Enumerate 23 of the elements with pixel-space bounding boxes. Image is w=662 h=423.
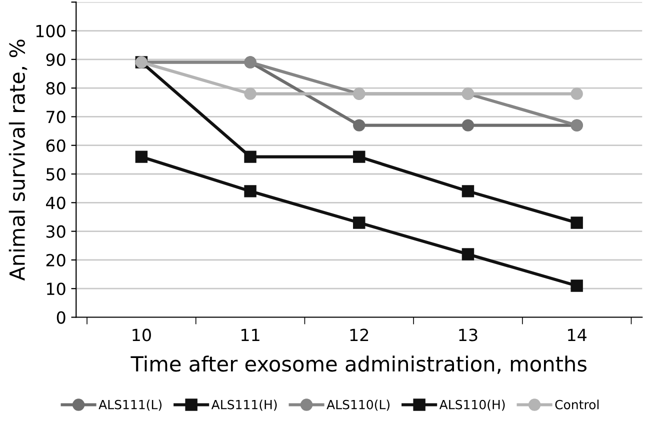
x-tick-label: 13 bbox=[459, 328, 478, 342]
legend-label: Control bbox=[555, 400, 599, 410]
y-tick-label: 0 bbox=[56, 311, 66, 324]
y-axis-title: Animal survival rate, % bbox=[8, 40, 28, 281]
y-tick-label: 60 bbox=[46, 139, 66, 152]
y-tick-label: 20 bbox=[46, 254, 66, 267]
y-tick-label: 80 bbox=[46, 82, 66, 95]
y-tick-label: 70 bbox=[46, 110, 66, 124]
legend-label: ALS110(L) bbox=[326, 400, 390, 411]
x-tick-label: 12 bbox=[350, 328, 368, 342]
legend-label: ALS111(L) bbox=[98, 400, 162, 411]
y-tick-label: 30 bbox=[46, 225, 66, 238]
x-tick-label: 14 bbox=[568, 328, 586, 342]
legend-label: ALS110(H) bbox=[439, 400, 505, 411]
y-tick-label: 10 bbox=[47, 282, 66, 296]
x-tick-label: 10 bbox=[132, 328, 151, 342]
x-axis-title: Time after exosome administration, months bbox=[130, 356, 587, 374]
legend-label: ALS111(H) bbox=[211, 400, 277, 411]
y-tick-label: 90 bbox=[46, 53, 66, 66]
y-tick-label: 40 bbox=[46, 196, 66, 210]
y-tick-label: 100 bbox=[36, 24, 66, 38]
x-tick-label: 11 bbox=[242, 328, 260, 342]
y-tick-label: 50 bbox=[46, 168, 66, 181]
